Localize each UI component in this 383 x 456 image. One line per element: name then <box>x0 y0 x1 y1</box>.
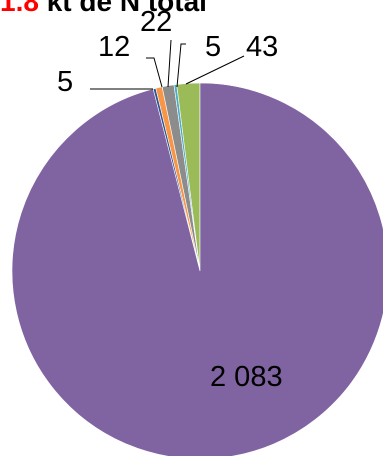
leader-line <box>168 40 171 87</box>
data-label: 12 <box>98 31 130 63</box>
data-label: 5 <box>57 66 73 98</box>
leader-line <box>146 58 162 87</box>
data-label: 5 <box>205 31 221 63</box>
data-label: 22 <box>140 6 172 38</box>
pie-slices <box>12 83 383 456</box>
data-label: 43 <box>246 31 278 63</box>
data-label: 2 083 <box>210 361 283 393</box>
leader-line <box>177 44 186 87</box>
